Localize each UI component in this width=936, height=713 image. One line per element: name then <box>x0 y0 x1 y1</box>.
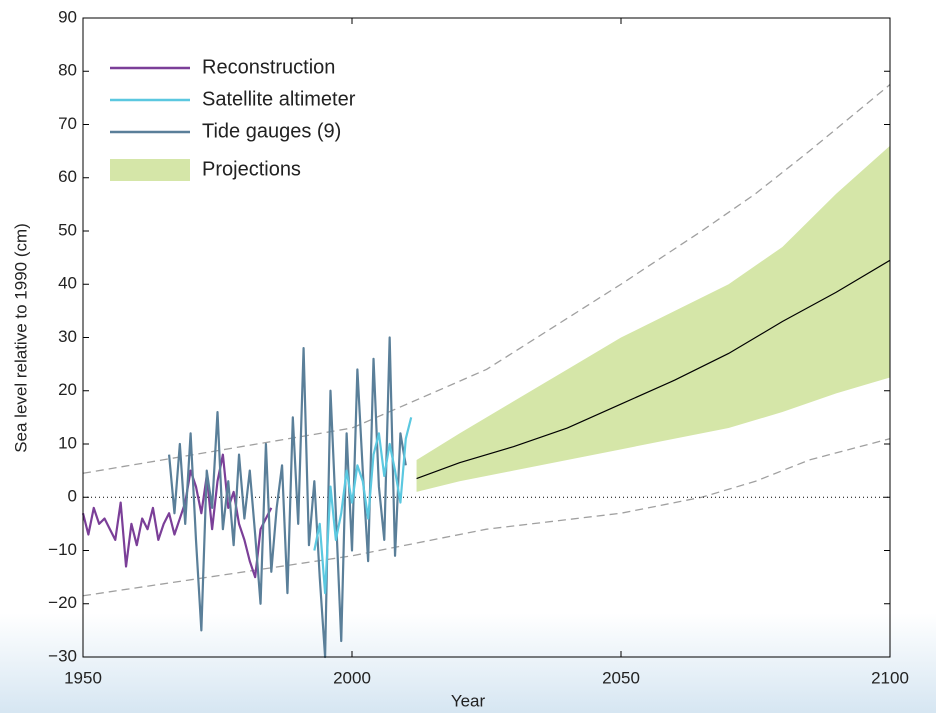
y-axis-label: Sea level relative to 1990 (cm) <box>11 223 30 453</box>
y-tick-label: 70 <box>58 114 77 133</box>
y-tick-label: 40 <box>58 274 77 293</box>
y-tick-label: 60 <box>58 167 77 186</box>
legend-label: Satellite altimeter <box>202 88 356 110</box>
y-tick-label: 20 <box>58 380 77 399</box>
y-tick-label: 80 <box>58 61 77 80</box>
y-tick-label: 0 <box>68 487 77 506</box>
bound-line <box>82 438 891 597</box>
y-tick-label: 50 <box>58 220 77 239</box>
legend-label: Tide gauges (9) <box>202 120 341 142</box>
plot-frame <box>82 17 891 658</box>
y-tick-label: 90 <box>58 7 77 26</box>
projection-band <box>416 145 890 492</box>
legend-label: Reconstruction <box>202 56 335 78</box>
x-tick-label: 2000 <box>333 668 371 687</box>
legend-label: Projections <box>202 158 301 180</box>
x-tick-label: 2100 <box>871 668 909 687</box>
legend-swatch <box>110 159 190 181</box>
y-tick-label: −20 <box>48 593 77 612</box>
x-axis-label: Year <box>451 691 486 710</box>
y-tick-label: −30 <box>48 646 77 665</box>
series-line <box>167 336 407 659</box>
series-line <box>313 417 413 595</box>
x-tick-label: 1950 <box>64 668 102 687</box>
y-tick-label: 10 <box>58 433 77 452</box>
x-tick-label: 2050 <box>602 668 640 687</box>
y-tick-label: −10 <box>48 540 77 559</box>
median-line <box>416 259 891 480</box>
y-tick-label: 30 <box>58 327 77 346</box>
series-line <box>81 453 273 579</box>
bound-line <box>82 84 891 474</box>
